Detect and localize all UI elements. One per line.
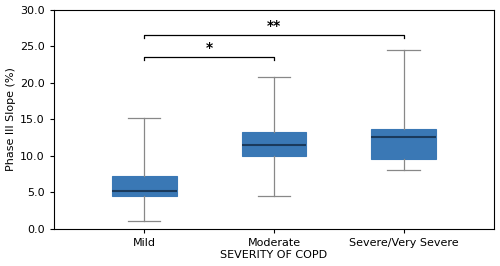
PathPatch shape — [242, 132, 306, 156]
Y-axis label: Phase III Slope (%): Phase III Slope (%) — [6, 67, 16, 171]
PathPatch shape — [112, 176, 176, 196]
Text: *: * — [206, 41, 212, 55]
Text: **: ** — [267, 19, 281, 33]
PathPatch shape — [371, 128, 436, 159]
X-axis label: SEVERITY OF COPD: SEVERITY OF COPD — [220, 251, 328, 260]
